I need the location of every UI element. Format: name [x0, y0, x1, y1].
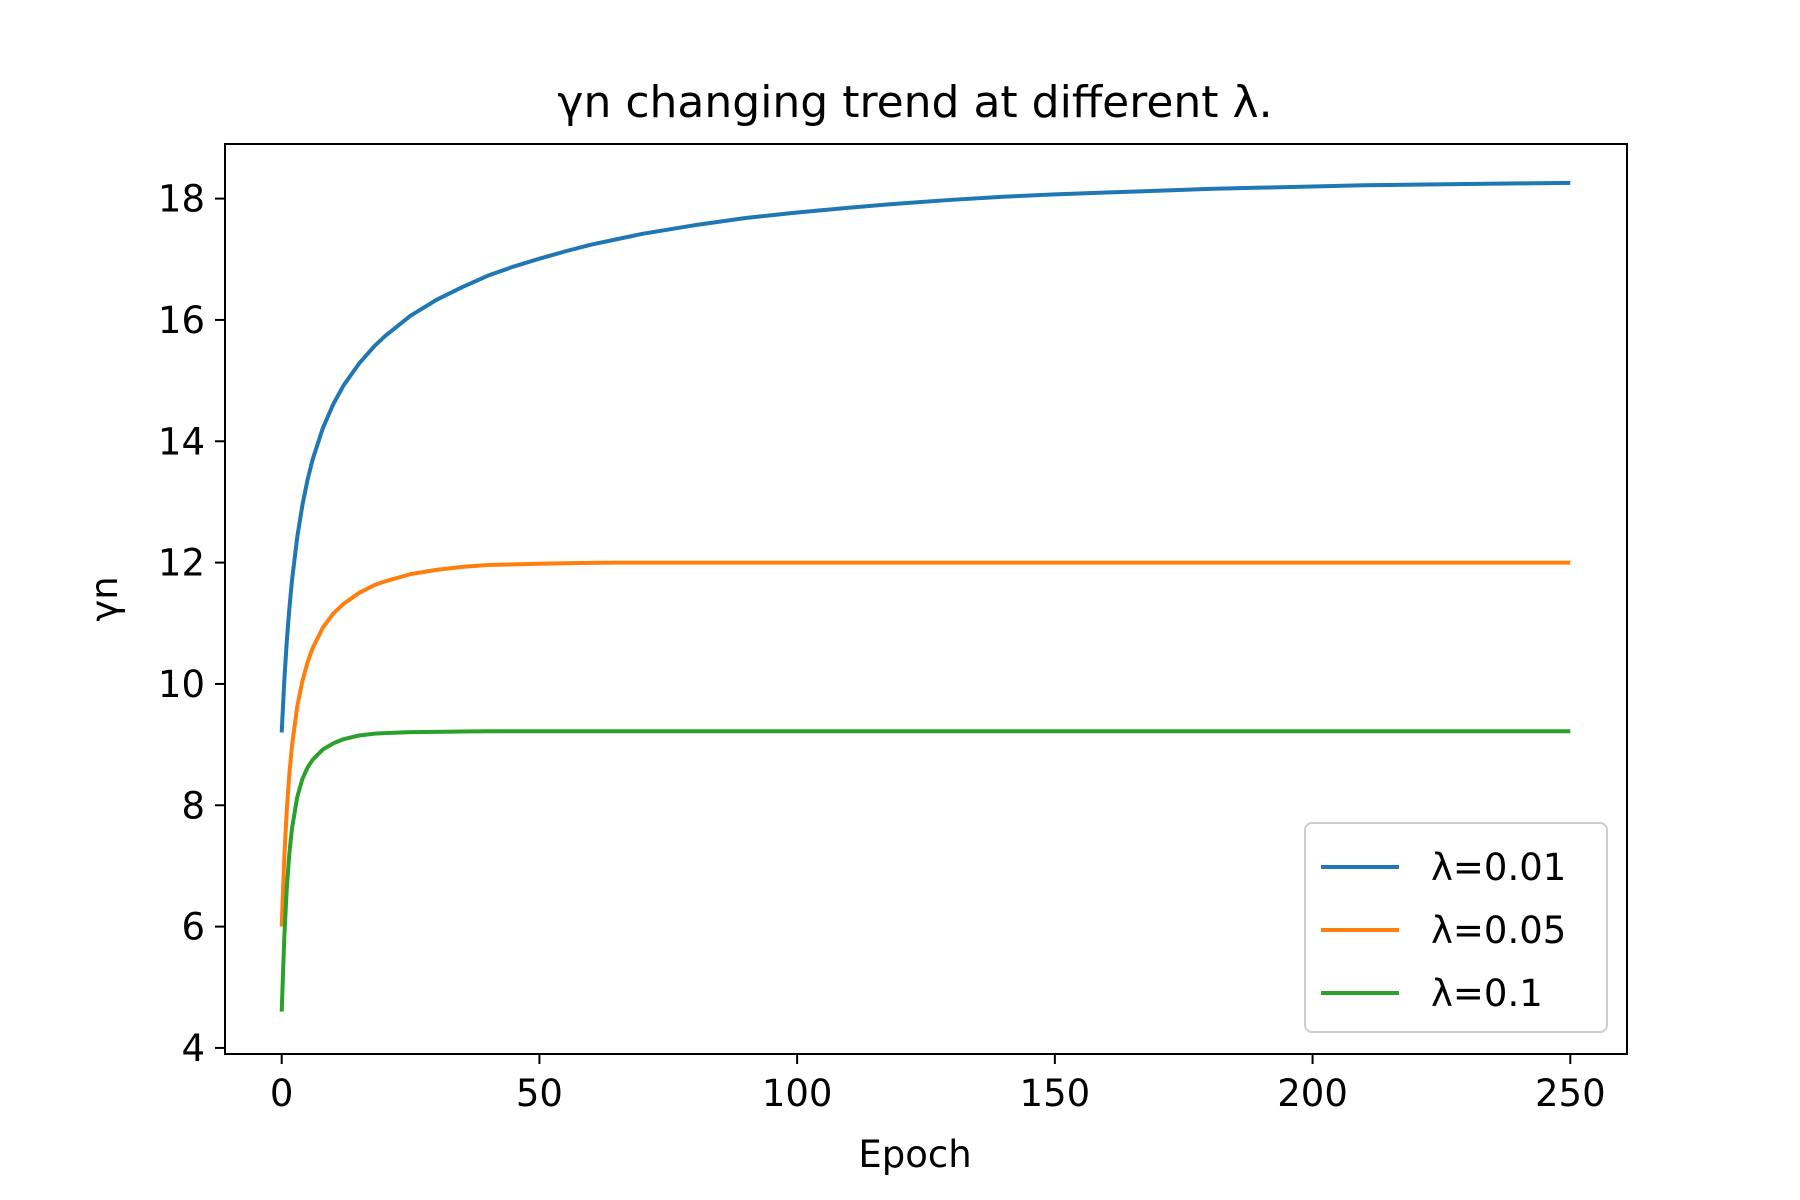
- x-tick-label: 200: [1277, 1072, 1348, 1115]
- chart-title: γn changing trend at different λ.: [557, 77, 1272, 128]
- legend-box: [1304, 822, 1608, 1033]
- y-axis: 4 6 8 10 12 14 16 18: [158, 178, 225, 1070]
- legend-label-1: λ=0.01: [1431, 846, 1566, 889]
- y-tick-label: 10: [158, 663, 205, 706]
- x-tick-label: 150: [1020, 1072, 1091, 1115]
- x-axis: 0 50 100 150 200 250: [270, 1054, 1606, 1115]
- y-tick-label: 4: [181, 1027, 205, 1070]
- y-tick-label: 8: [181, 784, 205, 827]
- legend: λ=0.01 λ=0.05 λ=0.1: [1304, 822, 1608, 1033]
- y-tick-label: 14: [158, 420, 205, 463]
- y-tick-label: 16: [158, 299, 205, 342]
- y-tick-label: 12: [158, 542, 205, 585]
- x-axis-label: Epoch: [858, 1133, 971, 1176]
- series-line-3: [279, 729, 1571, 1012]
- y-tick-label: 6: [181, 906, 205, 949]
- series-line-2: [279, 560, 1571, 927]
- x-tick-label: 250: [1535, 1072, 1606, 1115]
- plot-area: [224, 143, 1628, 1055]
- series-line-1: [279, 180, 1571, 733]
- x-tick-label: 100: [762, 1072, 833, 1115]
- y-tick-label: 18: [158, 178, 205, 221]
- plot-frame: [224, 143, 1628, 1055]
- legend-label-2: λ=0.05: [1431, 909, 1566, 952]
- x-tick-label: 0: [270, 1072, 294, 1115]
- x-tick-label: 50: [516, 1072, 563, 1115]
- legend-label-3: λ=0.1: [1431, 972, 1543, 1015]
- y-axis-label: γn: [83, 576, 126, 621]
